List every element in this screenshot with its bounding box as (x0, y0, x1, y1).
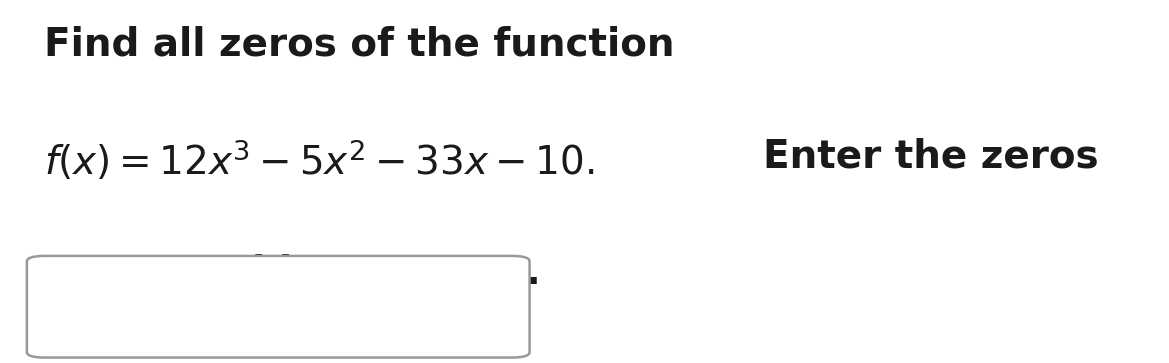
Text: separated by commas.: separated by commas. (44, 254, 541, 292)
Text: Enter the zeros: Enter the zeros (763, 138, 1099, 176)
FancyBboxPatch shape (27, 256, 530, 358)
Text: $f(x) = 12x^3 - 5x^2 - 33x - 10.$: $f(x) = 12x^3 - 5x^2 - 33x - 10.$ (44, 138, 595, 183)
Text: Find all zeros of the function: Find all zeros of the function (44, 25, 675, 64)
